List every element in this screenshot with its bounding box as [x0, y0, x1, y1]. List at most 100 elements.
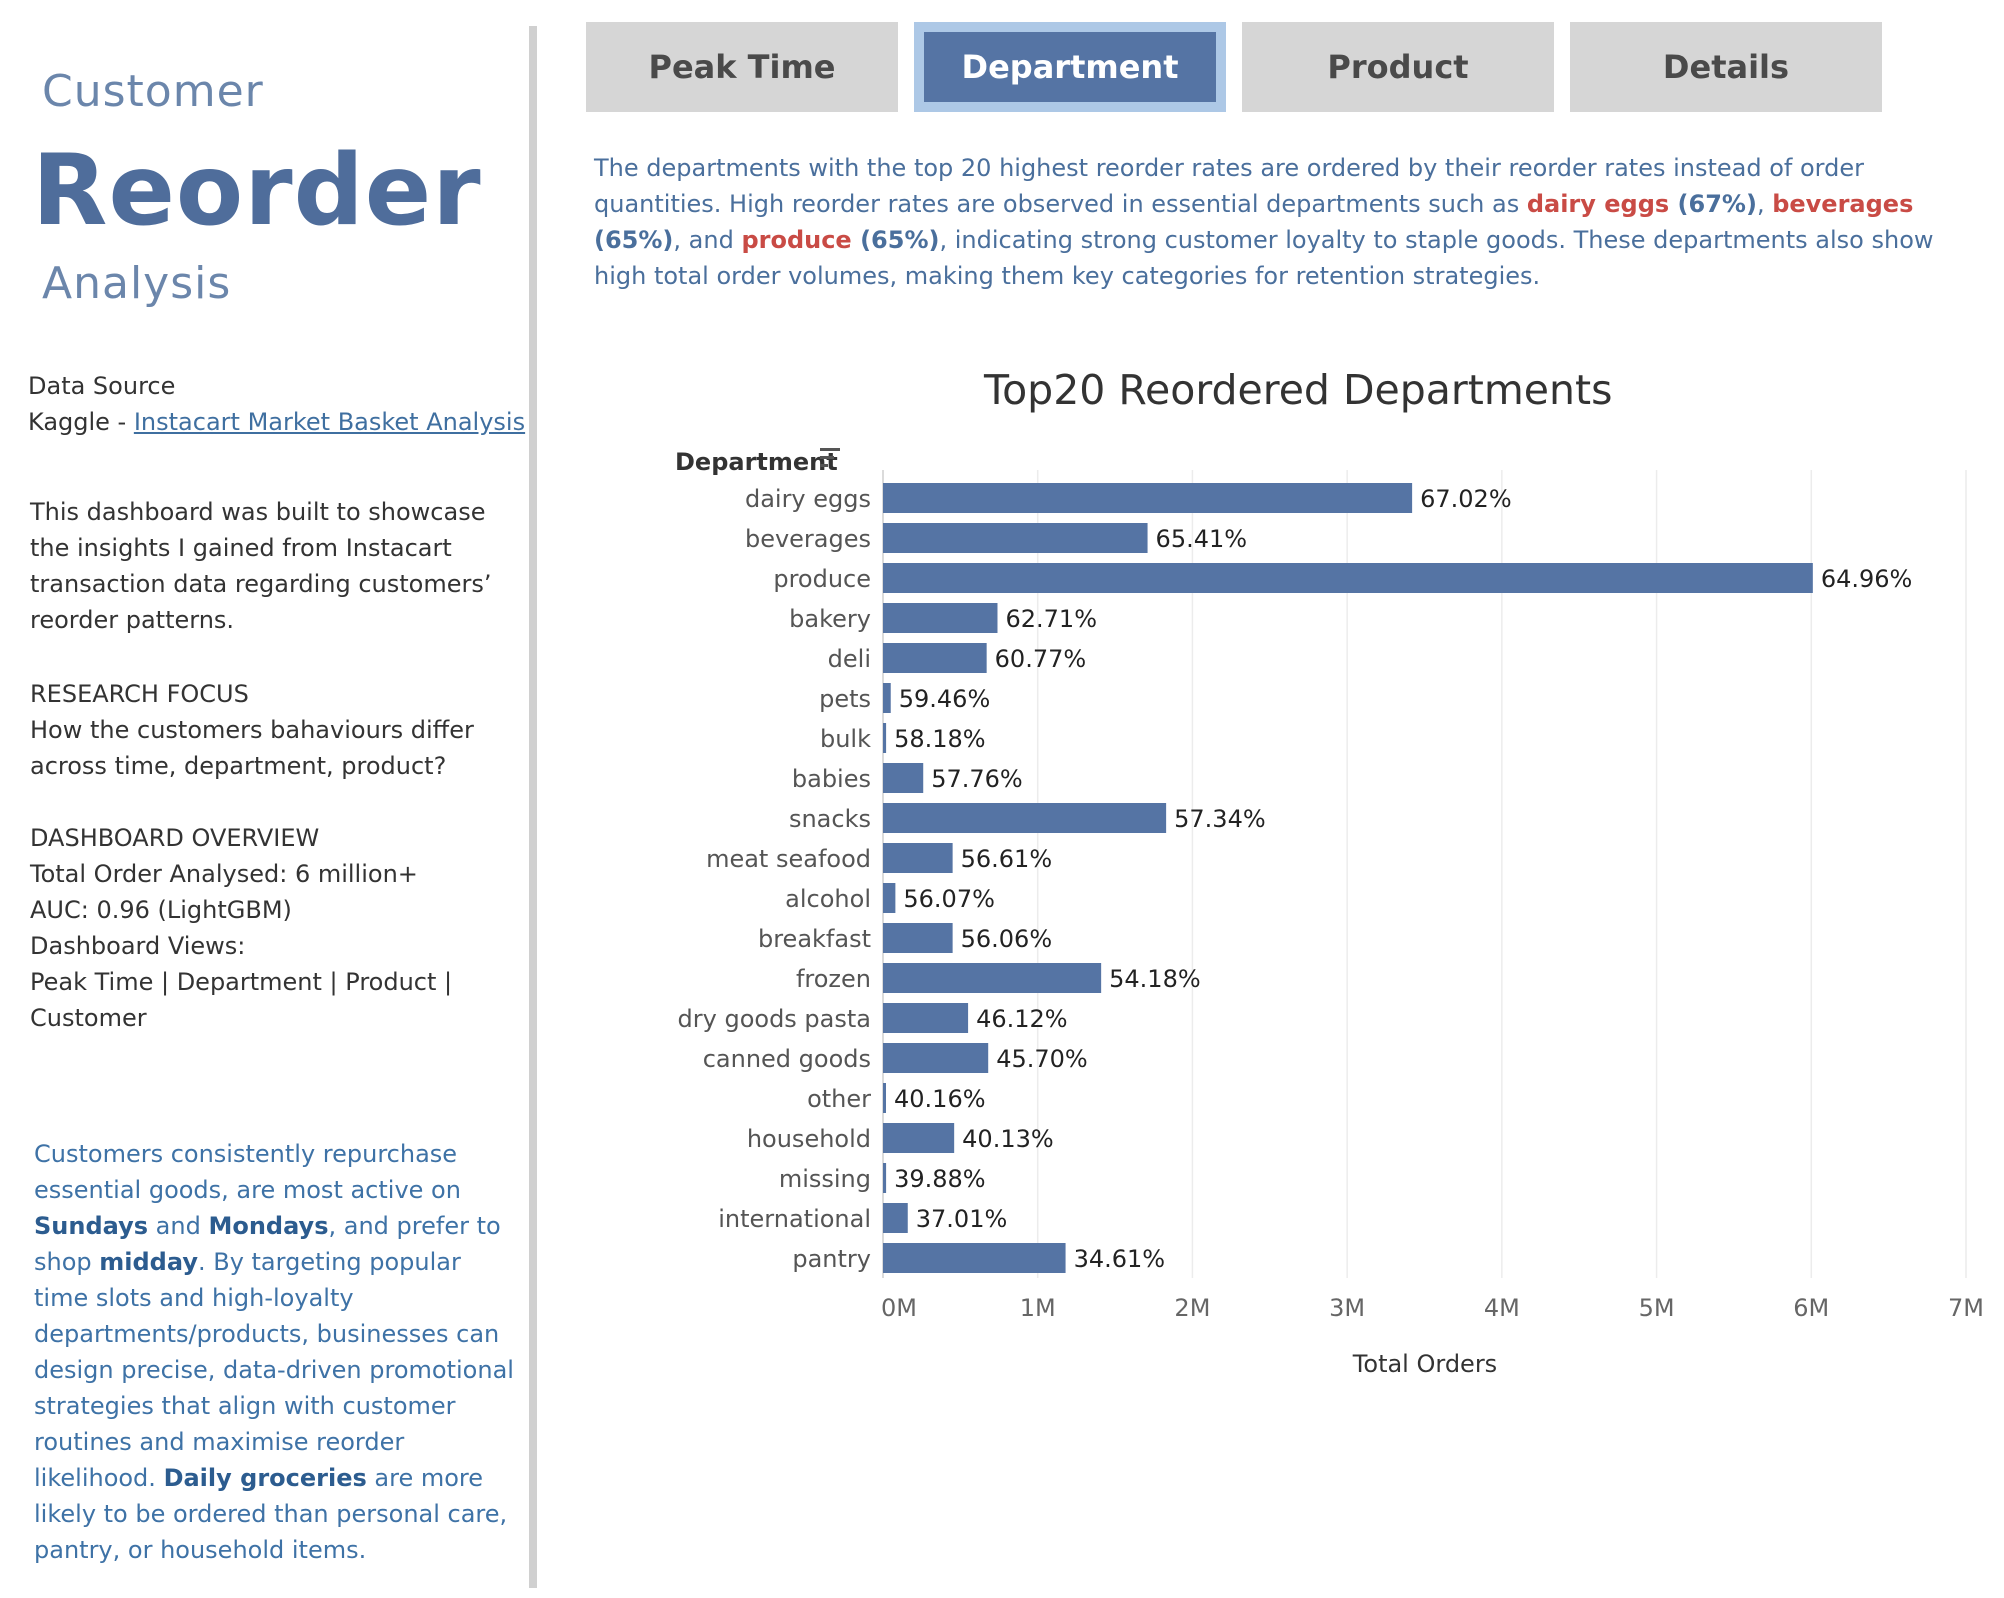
tab-details[interactable]: Details — [1570, 22, 1882, 112]
category-label: dairy eggs — [745, 485, 871, 513]
x-tick-label: 4M — [1484, 1294, 1520, 1322]
overview-auc: AUC: 0.96 (LightGBM) — [30, 896, 292, 924]
data-label: 45.70% — [996, 1045, 1088, 1073]
bar[interactable] — [883, 723, 887, 753]
insight-bold: Sundays — [34, 1212, 149, 1240]
category-label: frozen — [796, 965, 871, 993]
research-focus-text: How the customers bahaviours differ acro… — [30, 716, 474, 780]
intro-text: This dashboard was built to showcase the… — [30, 498, 492, 634]
x-tick-label: 1M — [1020, 1294, 1056, 1322]
bars — [883, 483, 1813, 1273]
research-focus-heading: RESEARCH FOCUS — [30, 680, 249, 708]
bar[interactable] — [883, 1043, 989, 1073]
bar[interactable] — [883, 1123, 955, 1153]
desc-highlight-dept: beverages — [1772, 190, 1914, 218]
category-label: dry goods pasta — [678, 1005, 871, 1033]
desc-part: , indicating strong customer loyalty to … — [594, 226, 1934, 290]
data-label: 46.12% — [976, 1005, 1068, 1033]
bar[interactable] — [883, 483, 1413, 513]
tab-peak-time[interactable]: Peak Time — [586, 22, 898, 112]
x-tick-label: 0M — [881, 1294, 917, 1322]
category-label: missing — [779, 1165, 871, 1193]
bar[interactable] — [883, 1203, 908, 1233]
data-label: 58.18% — [894, 725, 986, 753]
insight-part: . By targeting popular time slots and hi… — [34, 1248, 514, 1492]
insight-bold: Daily groceries — [163, 1464, 367, 1492]
category-header: Department — [675, 448, 838, 476]
x-tick-label: 7M — [1948, 1294, 1984, 1322]
chart-title: Top20 Reordered Departments — [984, 366, 1613, 414]
overview-views: Peak Time | Department | Product | Custo… — [30, 968, 453, 1032]
sidebar-divider — [529, 26, 537, 1588]
data-source-label: Data Source — [28, 372, 176, 400]
data-source-link[interactable]: Instacart Market Basket Analysis — [133, 408, 526, 436]
data-label: 40.13% — [962, 1125, 1054, 1153]
overview-heading: DASHBOARD OVERVIEW — [30, 824, 320, 852]
bar[interactable] — [883, 843, 953, 873]
data-label: 62.71% — [1005, 605, 1097, 633]
x-tick-label: 2M — [1174, 1294, 1210, 1322]
category-label: beverages — [745, 525, 871, 553]
bar[interactable] — [883, 1003, 969, 1033]
x-tick-label: 5M — [1639, 1294, 1675, 1322]
desc-sep: , — [1756, 190, 1773, 218]
desc-pct: (67%) — [1669, 190, 1757, 218]
data-label: 57.34% — [1174, 805, 1266, 833]
bar[interactable] — [883, 763, 924, 793]
data-label: 64.96% — [1821, 565, 1913, 593]
bar[interactable] — [883, 963, 1102, 993]
data-label: 59.46% — [899, 685, 991, 713]
tab-product[interactable]: Product — [1242, 22, 1554, 112]
data-label: 56.61% — [961, 845, 1053, 873]
tab-department[interactable]: Department — [914, 22, 1226, 112]
category-label: alcohol — [785, 885, 871, 913]
insight-bold: midday — [99, 1248, 198, 1276]
category-label: babies — [792, 765, 871, 793]
data-label: 57.76% — [931, 765, 1023, 793]
data-label: 65.41% — [1156, 525, 1248, 553]
data-source-line: Kaggle - Instacart Market Basket Analysi… — [28, 404, 525, 440]
desc-highlight-dept: dairy eggs — [1526, 190, 1670, 218]
bar[interactable] — [883, 883, 896, 913]
tab-department-label: Department — [924, 32, 1216, 102]
bar[interactable] — [883, 1083, 886, 1113]
insight-part: Customers consistently repurchase essent… — [34, 1140, 461, 1204]
desc-sep: , and — [673, 226, 742, 254]
bar[interactable] — [883, 563, 1813, 593]
labels: 0M 1M 2M 3M 4M 5M 6M 7M dairy eggs 67.02% beverage… — [678, 485, 1984, 1322]
category-label: international — [718, 1205, 871, 1233]
desc-highlight-dept: produce — [741, 226, 852, 254]
category-label: pets — [819, 685, 871, 713]
bar[interactable] — [883, 523, 1148, 553]
category-label: household — [747, 1125, 871, 1153]
insight-part: are more likely to be ordered than perso… — [34, 1464, 508, 1564]
title-customer: Customer — [42, 66, 264, 117]
bar[interactable] — [883, 803, 1167, 833]
bar[interactable] — [883, 603, 998, 633]
category-label: other — [807, 1085, 871, 1113]
data-label: 60.77% — [995, 645, 1087, 673]
bar[interactable] — [883, 643, 987, 673]
data-label: 54.18% — [1109, 965, 1201, 993]
title-reorder: Reorder — [32, 134, 482, 248]
bar[interactable] — [883, 683, 891, 713]
bar[interactable] — [883, 1163, 887, 1193]
bar[interactable] — [883, 923, 953, 953]
insight-text: Customers consistently repurchase essent… — [34, 1136, 514, 1568]
desc-pct: (65%) — [851, 226, 940, 254]
category-label: breakfast — [758, 925, 871, 953]
category-label: deli — [828, 645, 871, 673]
category-label: canned goods — [703, 1045, 871, 1073]
x-axis-title: Total Orders — [1352, 1350, 1497, 1378]
desc-part: The departments with the top 20 highest … — [594, 154, 1864, 218]
bar[interactable] — [883, 1243, 1066, 1273]
data-label: 56.06% — [961, 925, 1053, 953]
category-label: produce — [773, 565, 871, 593]
overview-total: Total Order Analysed: 6 million+ — [30, 860, 418, 888]
sort-icon[interactable] — [820, 448, 840, 467]
department-description: The departments with the top 20 highest … — [594, 150, 1934, 294]
title-analysis: Analysis — [42, 258, 232, 309]
data-label: 39.88% — [894, 1165, 986, 1193]
category-label: bulk — [820, 725, 871, 753]
